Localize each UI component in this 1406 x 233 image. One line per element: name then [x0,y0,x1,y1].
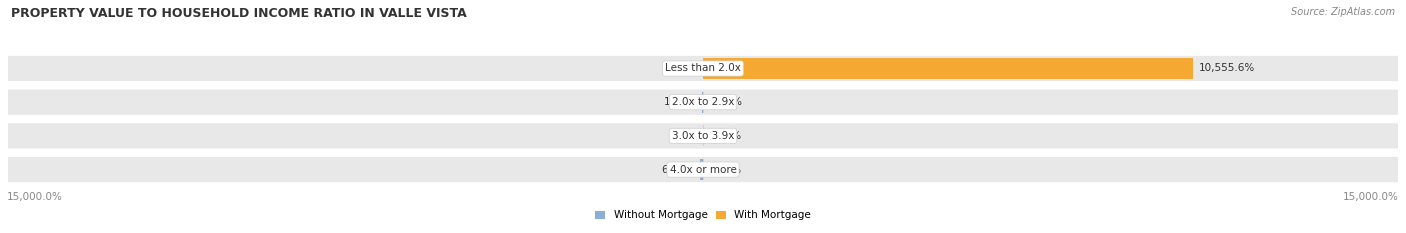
FancyBboxPatch shape [8,157,1398,182]
Text: 12.7%: 12.7% [709,131,742,141]
Text: 10,555.6%: 10,555.6% [1198,64,1254,73]
Legend: Without Mortgage, With Mortgage: Without Mortgage, With Mortgage [595,210,811,220]
Text: 64.7%: 64.7% [661,164,695,175]
Text: 4.0x or more: 4.0x or more [669,164,737,175]
FancyBboxPatch shape [8,89,1398,115]
Text: 3.0x to 3.9x: 3.0x to 3.9x [672,131,734,141]
Text: Less than 2.0x: Less than 2.0x [665,64,741,73]
Text: 15,000.0%: 15,000.0% [7,192,63,202]
Text: 23.0%: 23.0% [710,97,742,107]
FancyBboxPatch shape [8,56,1398,81]
Text: 14.8%: 14.8% [709,164,742,175]
Text: 17.7%: 17.7% [664,97,696,107]
Text: 5.2%: 5.2% [671,131,697,141]
FancyBboxPatch shape [8,123,1398,148]
Text: 9.5%: 9.5% [671,64,697,73]
Bar [700,159,703,180]
Text: 2.0x to 2.9x: 2.0x to 2.9x [672,97,734,107]
Text: Source: ZipAtlas.com: Source: ZipAtlas.com [1291,7,1395,17]
Bar [703,58,1192,79]
Text: PROPERTY VALUE TO HOUSEHOLD INCOME RATIO IN VALLE VISTA: PROPERTY VALUE TO HOUSEHOLD INCOME RATIO… [11,7,467,20]
Text: 15,000.0%: 15,000.0% [1343,192,1399,202]
